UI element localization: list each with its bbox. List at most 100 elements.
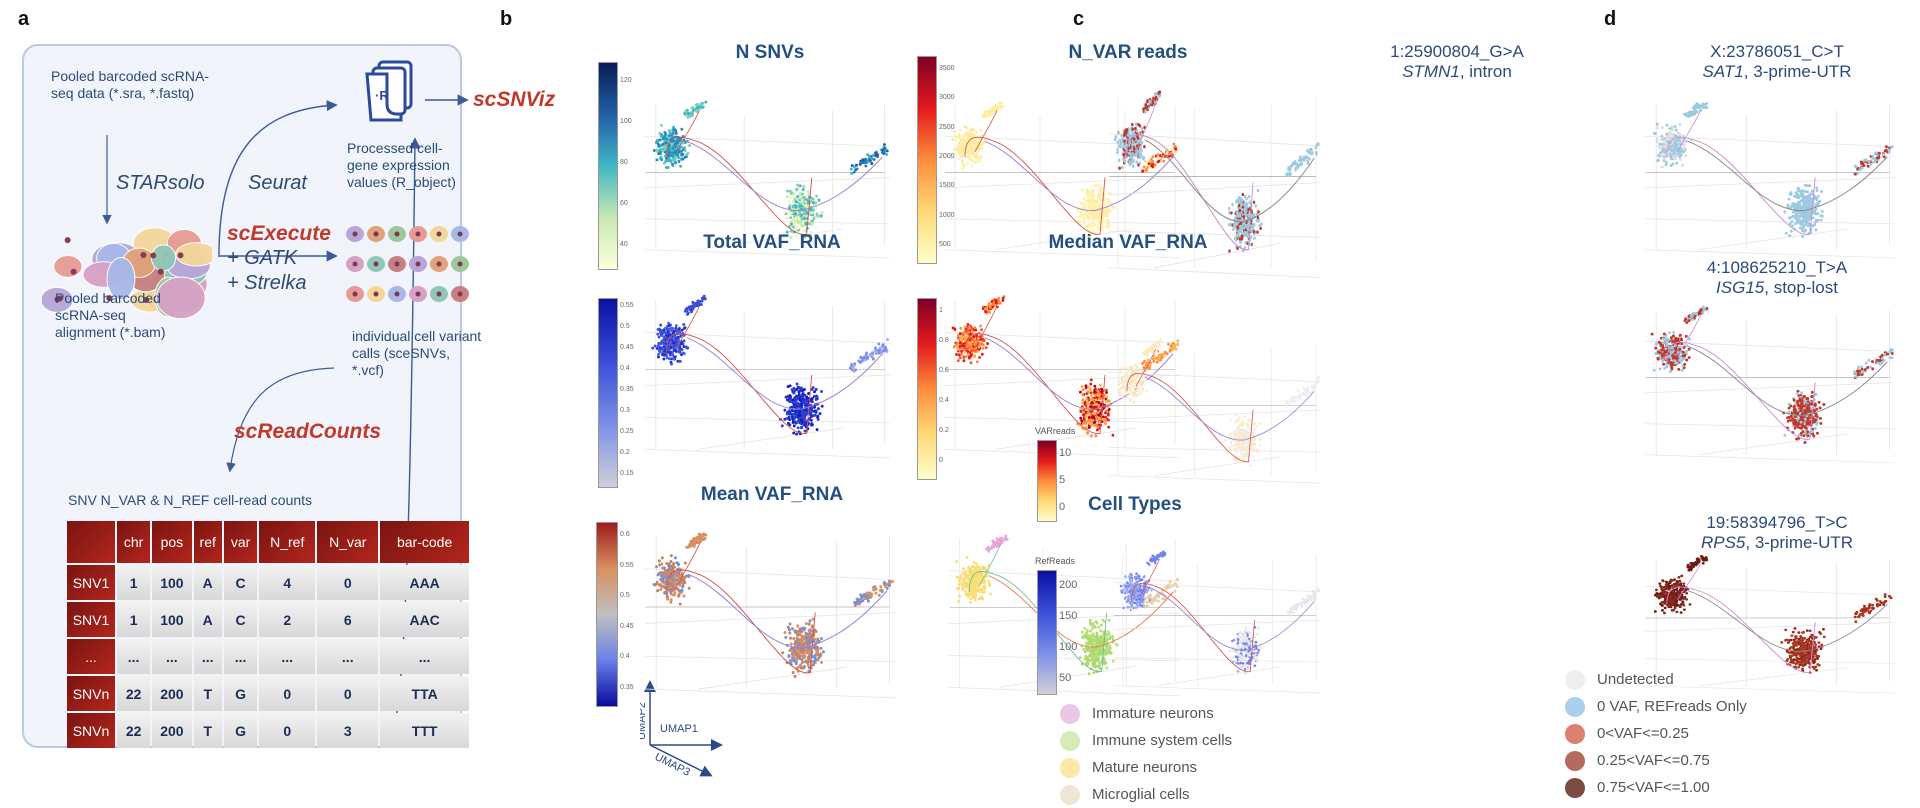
cell-point [966, 162, 969, 165]
cell-point [976, 350, 979, 353]
cell-point [1096, 226, 1099, 229]
cell-point [991, 545, 994, 548]
cell-point [812, 660, 815, 663]
cell-point [811, 626, 814, 629]
cell-point [1123, 134, 1126, 137]
cell-point [678, 593, 681, 596]
cell-point [1139, 147, 1142, 150]
cell-point [681, 329, 684, 332]
cell-point [678, 349, 681, 352]
cell-point [972, 566, 975, 569]
cell-point [807, 642, 810, 645]
cell-point [1135, 160, 1138, 163]
table-cell: A [194, 565, 222, 600]
colorbar-tick: 0.35 [620, 386, 634, 393]
cell-point [801, 217, 804, 220]
cell-point [684, 156, 687, 159]
cell-point [874, 592, 877, 595]
cell-point [886, 338, 889, 341]
nucleus-icon [416, 232, 421, 237]
cell-point [651, 347, 654, 350]
cell-point [981, 597, 984, 600]
cell-point [673, 566, 676, 569]
cell-point [660, 342, 663, 345]
row-header: ... [67, 639, 115, 674]
cell-point [1120, 145, 1123, 148]
cell-point [817, 656, 820, 659]
cell-point [865, 592, 868, 595]
cell-point [799, 399, 802, 402]
cell-point [1099, 635, 1102, 638]
cell-point [879, 585, 882, 588]
cell-point [957, 600, 960, 603]
cell-point [1242, 193, 1245, 196]
cell-point [659, 572, 662, 575]
cell-point [1090, 395, 1093, 398]
cell-point [789, 622, 792, 625]
cell-point [959, 341, 962, 344]
cell-point [1238, 237, 1241, 240]
cell-point [855, 164, 858, 167]
cell-point [666, 598, 669, 601]
colorbar-tick: 0.45 [620, 623, 634, 630]
screadcounts-label: scReadCounts [234, 420, 381, 444]
cell-point [961, 583, 964, 586]
table-cell: 100 [152, 602, 191, 637]
cell-point [670, 362, 673, 365]
cell-point [850, 168, 853, 171]
cell-point [665, 141, 668, 144]
cell-point [970, 146, 973, 149]
nucleus-icon [416, 262, 421, 267]
cell-point [859, 356, 862, 359]
cell-point [1128, 160, 1131, 163]
cell-point [1143, 145, 1146, 148]
cell-point [800, 426, 803, 429]
cell-point [1245, 207, 1248, 210]
cell-point [1095, 416, 1098, 419]
cell-point [974, 596, 977, 599]
cell-point [653, 149, 656, 152]
cell-point [955, 135, 958, 138]
cell-point [1081, 402, 1084, 405]
cell-point [1120, 142, 1123, 145]
table-cell: ... [194, 639, 222, 674]
cell-point [802, 202, 805, 205]
cell-point [1086, 432, 1089, 435]
cell-point [1131, 127, 1134, 130]
cell-point [1121, 166, 1124, 169]
cell-point [1089, 619, 1092, 622]
cell-point [987, 310, 990, 313]
cell-point [1085, 411, 1088, 414]
cell-point [976, 589, 979, 592]
table-header-0 [67, 521, 115, 563]
nucleus-icon [395, 232, 400, 237]
cell-point [688, 306, 691, 309]
cell-point [870, 162, 873, 165]
cell-point [788, 397, 791, 400]
legend-item: Microglial cells [1060, 781, 1232, 808]
cell-point [802, 221, 805, 224]
cell-point [792, 200, 795, 203]
cell-point [1131, 123, 1134, 126]
grid-line [645, 375, 889, 386]
row-header: SNVn [67, 676, 115, 711]
trajectory-line [688, 574, 887, 647]
cell-point [1091, 627, 1094, 630]
legend-swatch [1060, 785, 1080, 805]
cell-point [965, 329, 968, 332]
cell-point [682, 595, 685, 598]
cell-point [1081, 385, 1084, 388]
cell-point [781, 424, 784, 427]
cell-point [989, 306, 992, 309]
cell-point [1101, 618, 1104, 621]
cell-point [972, 335, 975, 338]
cell-point [807, 392, 810, 395]
cell-point [1118, 159, 1121, 162]
cell-point [955, 139, 958, 142]
cell-point [683, 339, 686, 342]
cell-point [993, 108, 996, 111]
cell-point [1134, 127, 1137, 130]
grid-line [1109, 183, 1321, 195]
cell-point [973, 138, 976, 141]
cell-point [964, 590, 967, 593]
